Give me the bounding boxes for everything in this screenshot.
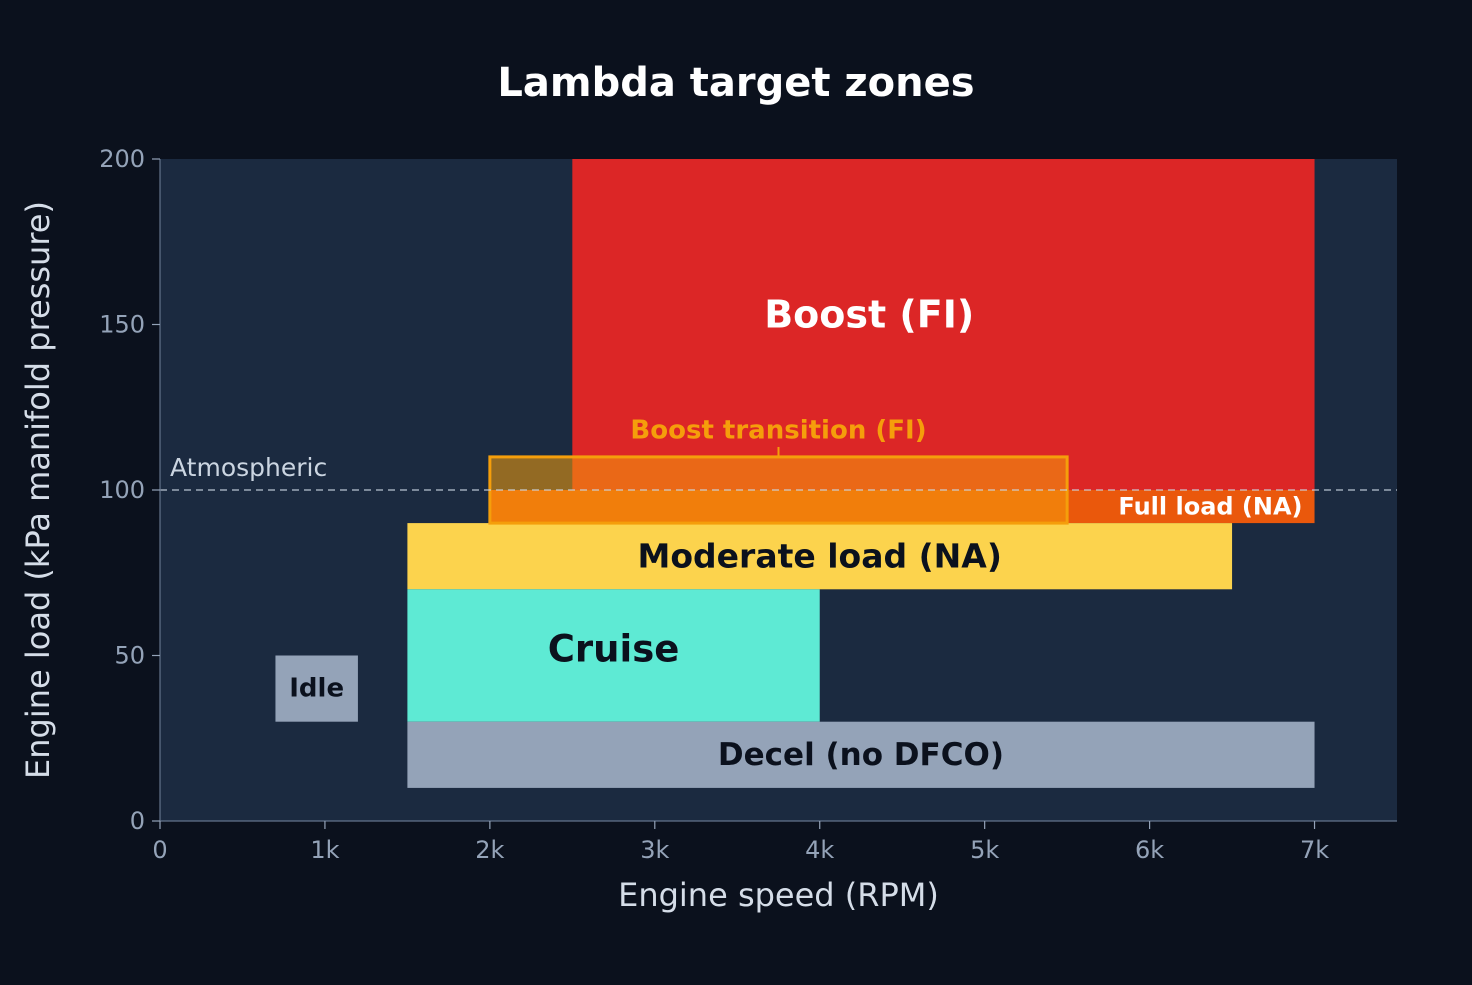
x-tick-label: 4k bbox=[805, 836, 834, 864]
x-tick-label: 3k bbox=[640, 836, 669, 864]
zone-label-moderate-load-na: Moderate load (NA) bbox=[638, 537, 1002, 576]
zone-label-boost-transition-fi: Boost transition (FI) bbox=[630, 415, 926, 445]
zone-moderate-load-na bbox=[407, 523, 1233, 590]
zone-boost-fi bbox=[572, 159, 1315, 490]
atmospheric-label: Atmospheric bbox=[170, 453, 327, 482]
y-tick-label: 100 bbox=[99, 476, 145, 504]
zone-label-cruise: Cruise bbox=[548, 627, 680, 670]
x-axis-title: Engine speed (RPM) bbox=[618, 876, 939, 914]
x-tick-label: 0 bbox=[152, 836, 167, 864]
zones-layer: Atmospheric Boost (FI) Full load (NA) Moder… bbox=[160, 159, 1397, 788]
y-axis-title: Engine load (kPa manifold pressure) bbox=[19, 201, 57, 779]
chart-title: Lambda target zones bbox=[497, 60, 974, 106]
x-tick-label: 1k bbox=[310, 836, 339, 864]
x-tick-label: 7k bbox=[1300, 836, 1329, 864]
y-tick-label: 50 bbox=[114, 642, 145, 670]
y-tick-label: 200 bbox=[99, 145, 145, 173]
zone-cruise bbox=[407, 589, 820, 722]
x-tick-label: 2k bbox=[475, 836, 504, 864]
zone-label-decel-no-dfco: Decel (no DFCO) bbox=[718, 737, 1004, 773]
zone-label-boost-fi: Boost (FI) bbox=[764, 293, 974, 337]
y-tick-label: 0 bbox=[130, 807, 145, 835]
zone-label-full-load-na: Full load (NA) bbox=[1118, 493, 1302, 521]
zone-idle bbox=[275, 655, 358, 722]
zone-decel-no-dfco bbox=[407, 721, 1315, 788]
zone-label-idle: Idle bbox=[289, 674, 344, 704]
x-tick-label: 6k bbox=[1135, 836, 1164, 864]
x-tick-label: 5k bbox=[970, 836, 999, 864]
axes-layer: 0 1k 2k 3k 4k 5k 6k 7k 0 50 100 150 200 bbox=[99, 145, 1397, 864]
y-tick-label: 150 bbox=[99, 311, 145, 339]
